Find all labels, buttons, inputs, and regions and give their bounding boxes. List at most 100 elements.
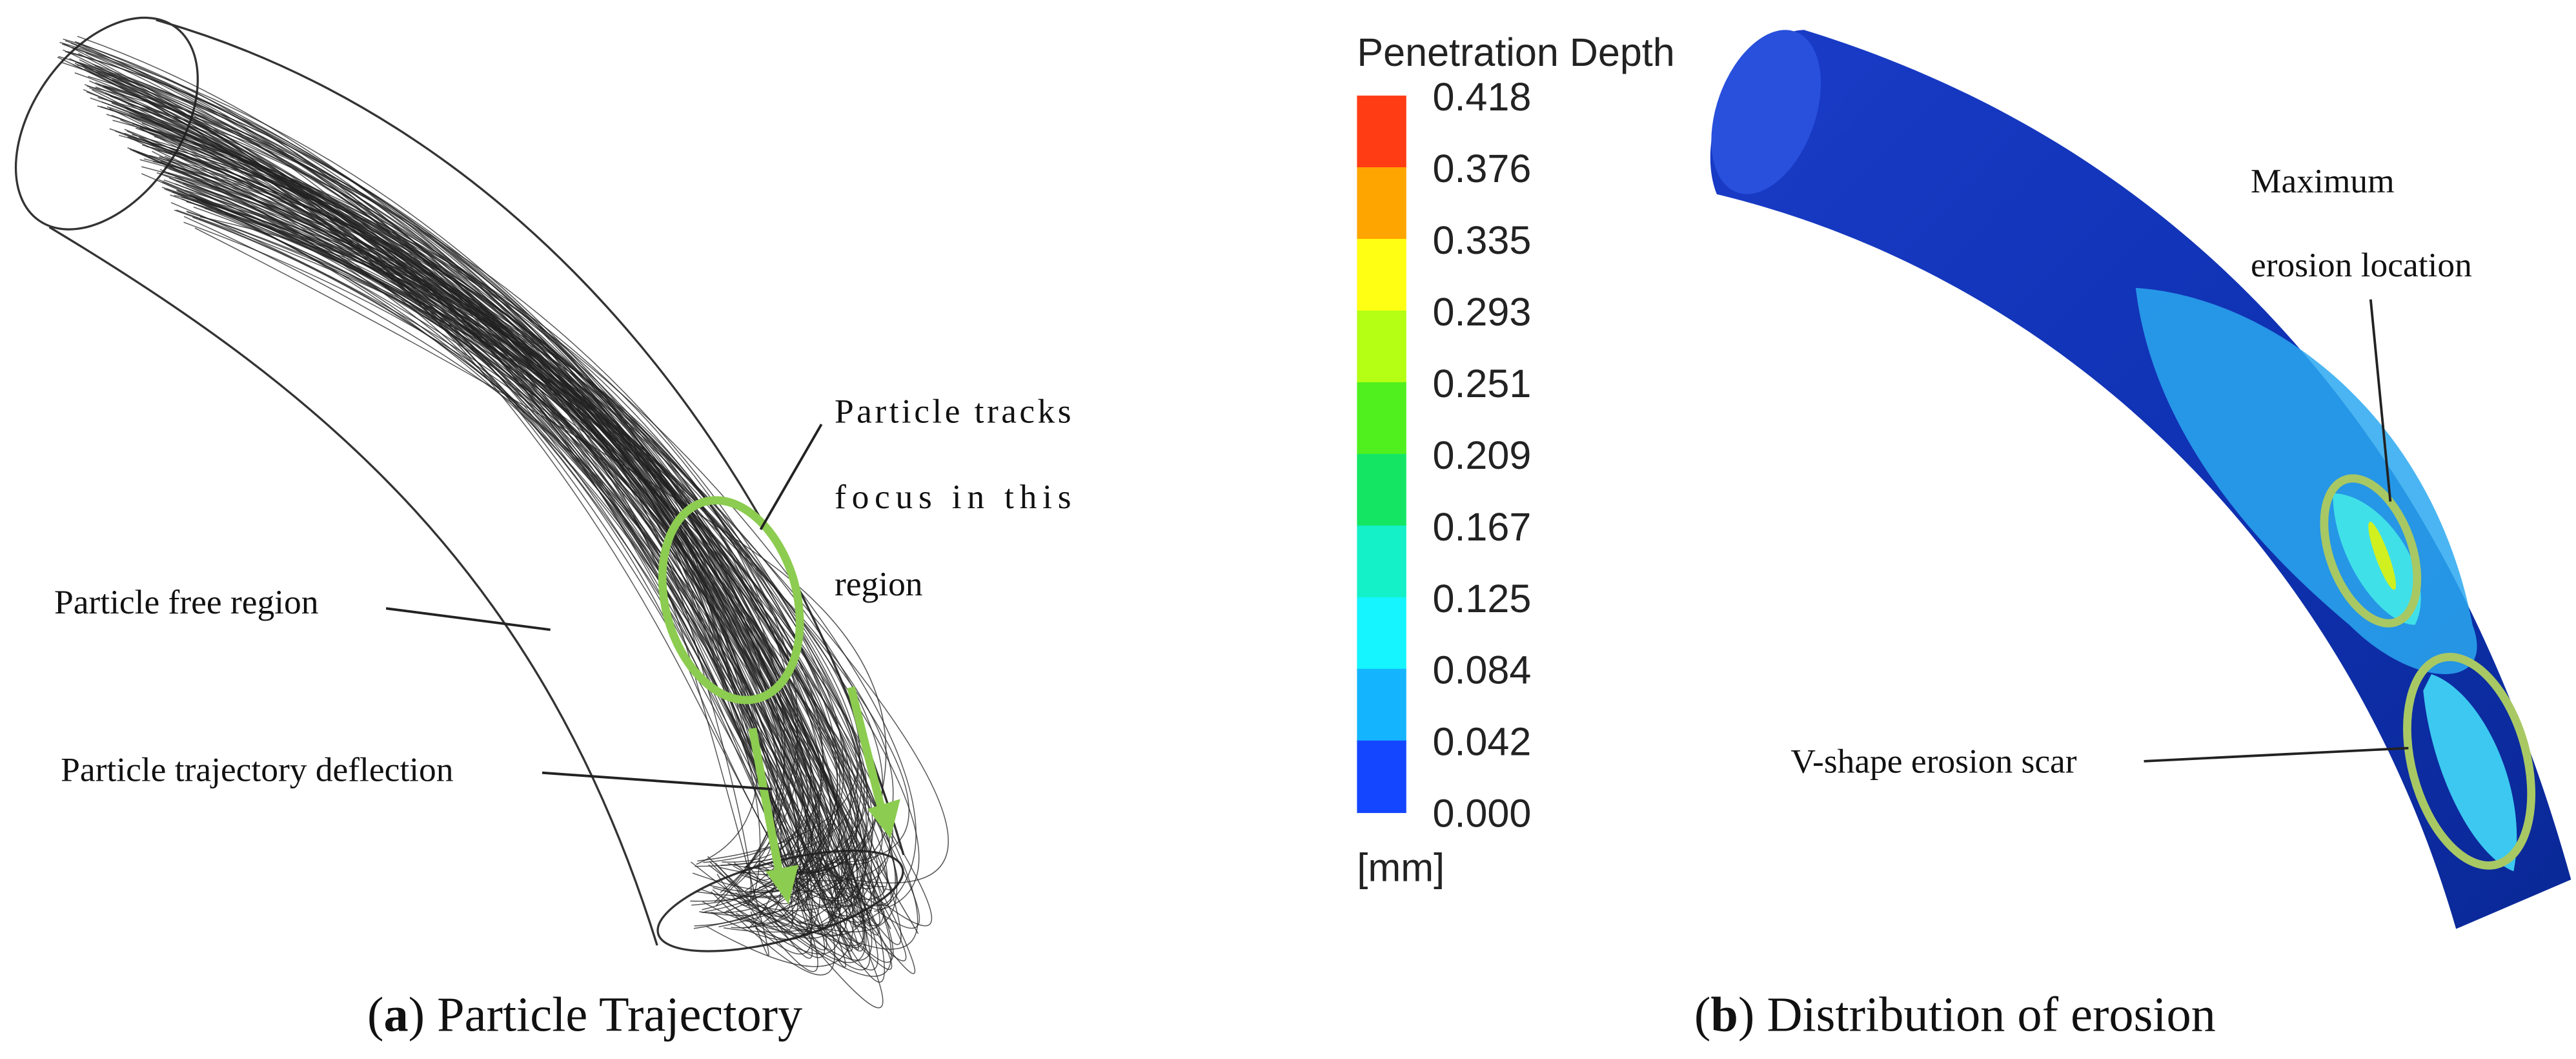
- colorbar-segment: [1357, 96, 1406, 169]
- highlight-ellipse: [2320, 474, 2422, 628]
- panel-b: [1710, 30, 2571, 929]
- annotation: Particle trajectory deflection: [61, 750, 453, 788]
- arrow: [748, 727, 786, 889]
- colorbar-tick-label: 0.042: [1432, 720, 1531, 764]
- caption-part: b: [1710, 987, 1738, 1042]
- colorbar-segment: [1357, 525, 1406, 599]
- track: [152, 143, 821, 898]
- colorbar-tick-label: 0.335: [1432, 218, 1531, 262]
- caption-part: (: [1694, 987, 1710, 1042]
- legend-title: Penetration Depth: [1357, 30, 1674, 74]
- annotation: V-shape erosion scar: [1790, 742, 2076, 781]
- panel-a: [14, 16, 949, 1009]
- colorbar-tick-label: 0.167: [1432, 505, 1531, 549]
- colorbar-segment: [1357, 453, 1406, 527]
- track: [85, 52, 859, 951]
- track: [152, 161, 846, 925]
- track: [111, 114, 864, 949]
- max-erosion: [2368, 521, 2397, 590]
- track: [63, 38, 884, 1009]
- particle-tracks: [57, 36, 949, 1009]
- track: [128, 103, 858, 901]
- erosion-zone: [2423, 673, 2517, 872]
- colorbar-tick-label: 0.084: [1432, 648, 1531, 692]
- track: [174, 209, 885, 927]
- pipe-end: [1711, 30, 1821, 194]
- track: [58, 56, 807, 914]
- colorbar-segment: [1357, 668, 1406, 742]
- track: [124, 107, 818, 972]
- colorbar-tick-label: 0.209: [1432, 433, 1531, 477]
- pipe-wall: [156, 19, 905, 856]
- track: [159, 157, 841, 955]
- track: [174, 177, 862, 912]
- colorbar-segment: [1357, 382, 1406, 455]
- annotation: erosion location: [2251, 245, 2472, 284]
- track: [124, 129, 880, 925]
- green-arrows: [748, 686, 900, 905]
- annotation: Maximum: [2251, 161, 2395, 200]
- focus-ellipse: [658, 496, 804, 704]
- caption-part: ) Distribution of erosion: [1738, 987, 2216, 1042]
- track: [174, 194, 867, 929]
- track: [119, 134, 871, 971]
- track: [140, 127, 808, 912]
- colorbar: Penetration Depth [mm] 0.418 0.376 0.335 0.…: [1357, 30, 1675, 890]
- track: [74, 72, 879, 936]
- colorbar-tick-label: 0.293: [1432, 290, 1531, 334]
- highlight-ellipse: [2403, 653, 2536, 870]
- colorbar-tick-label: 0.376: [1432, 147, 1531, 190]
- annotation: region: [835, 564, 923, 603]
- track: [192, 216, 837, 934]
- colorbar-tick-label: 0.251: [1432, 362, 1531, 406]
- leader-line: [759, 424, 823, 530]
- track: [168, 168, 857, 929]
- track: [120, 119, 873, 961]
- track: [106, 106, 813, 940]
- track: [107, 94, 830, 916]
- track: [166, 188, 852, 857]
- track: [102, 85, 869, 873]
- track: [95, 71, 865, 952]
- caption-part: ) Particle Trajectory: [409, 987, 803, 1042]
- arrow: [847, 686, 888, 820]
- erosion-zone: [2135, 287, 2477, 674]
- track: [161, 187, 910, 863]
- track: [176, 180, 843, 927]
- legend-unit: [mm]: [1357, 846, 1445, 890]
- track: [67, 51, 867, 963]
- track: [86, 85, 842, 939]
- panel-b-labels: Maximum erosion location V-shape erosion…: [1790, 161, 2471, 780]
- track: [109, 128, 838, 929]
- annotation: focus in this: [835, 477, 1071, 516]
- arrowhead: [867, 799, 900, 839]
- track: [104, 86, 847, 937]
- colorbar-tick-label: 0.125: [1432, 577, 1531, 621]
- caption-b: (b) Distribution of erosion: [1694, 987, 2216, 1042]
- colorbar-segment: [1357, 597, 1406, 670]
- panel-a-labels: Particle free region Particle trajectory…: [54, 392, 1071, 789]
- track: [160, 160, 855, 906]
- track: [74, 63, 885, 983]
- arrowhead: [766, 865, 799, 905]
- colorbar-tick-label: 0.418: [1432, 75, 1531, 119]
- track: [57, 56, 866, 947]
- track: [176, 209, 798, 907]
- track: [141, 116, 891, 929]
- colorbar-segment: [1357, 167, 1406, 240]
- colorbar-tick-label: 0.000: [1432, 792, 1531, 836]
- track: [168, 177, 858, 925]
- leader-line: [385, 607, 551, 632]
- track: [181, 198, 826, 901]
- pipe-surface: [1710, 30, 2571, 929]
- colorbar-segment: [1357, 310, 1406, 384]
- track: [141, 129, 917, 928]
- track: [108, 73, 877, 876]
- track: [84, 84, 813, 959]
- track: [194, 227, 887, 905]
- caption-part: a: [383, 987, 408, 1042]
- track: [159, 169, 849, 899]
- track: [105, 92, 799, 927]
